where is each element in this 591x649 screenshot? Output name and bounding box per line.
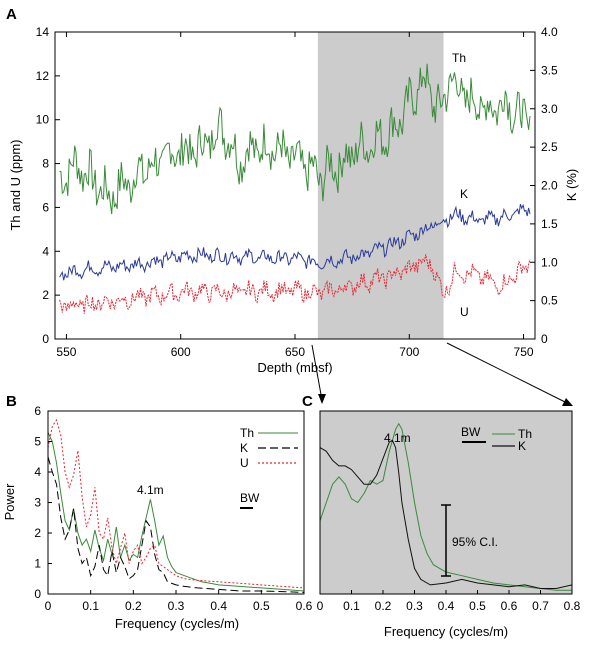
a-label-th: Th	[452, 51, 466, 65]
a-y-tick-label: 12	[36, 69, 50, 83]
c-x-tick-label: 0.2	[375, 599, 392, 613]
c-x-tick-label: 0.8	[564, 599, 581, 613]
b-y-tick-label: 1	[34, 557, 41, 571]
b-x-tick-label: 0.6	[296, 599, 313, 613]
panel-b-letter: B	[6, 393, 17, 410]
b-y-tick-label: 0	[34, 587, 41, 601]
a-y-tick-label: 2	[42, 288, 49, 302]
b-legend-k-label: K	[240, 441, 248, 455]
b-y-tick-label: 4	[34, 465, 41, 479]
c-bw-label: BW	[461, 425, 481, 439]
b-y-tick-label: 6	[34, 404, 41, 418]
a-y2-ticks: 0 0.5 1.0 1.5 2.0 2.5 3.0 3.5 4.0	[530, 25, 558, 346]
b-series-k-line	[47, 456, 305, 593]
c-series-th-line	[319, 422, 572, 591]
a-x-axis-label: Depth (mbsf)	[257, 360, 332, 375]
panel-c: C 0 0.1 0.2 0.3 0.4 0.5 0.6 0.7 0.8 Frequency (c…	[302, 393, 581, 639]
b-y-tick-label: 3	[34, 496, 41, 510]
a-y-tick-label: 4	[42, 244, 49, 258]
a-y-tick-label: 0	[42, 332, 49, 346]
a-x-tick-label: 600	[171, 345, 191, 359]
a-y2-tick-label: 4.0	[541, 25, 558, 39]
a-y2-tick-label: 3.0	[541, 102, 558, 116]
a-x-tick-label: 650	[285, 345, 305, 359]
a-y2-tick-label: 0	[541, 332, 548, 346]
c-legend-th-label: Th	[518, 427, 532, 441]
b-y-tick-label: 5	[34, 435, 41, 449]
c-x-tick-label: 0.1	[343, 599, 360, 613]
a-y2-axis-label: K (%)	[564, 169, 579, 202]
a-y-axis-label: Th and U (ppm)	[8, 139, 23, 230]
connector-left-arrowhead	[318, 394, 326, 404]
b-bw-label: BW	[240, 491, 260, 505]
a-x-tick-label: 700	[399, 345, 419, 359]
b-series-layer	[47, 418, 305, 593]
b-x-tick-label: 0.2	[125, 599, 142, 613]
c-series-k-line	[319, 439, 573, 589]
b-series-th-line	[47, 432, 305, 592]
b-x-tick-label: 0.5	[253, 599, 270, 613]
b-legend-u-label: U	[240, 456, 249, 470]
connector-left-line	[311, 344, 323, 401]
c-x-ticks: 0 0.1 0.2 0.3 0.4 0.5 0.6 0.7 0.8	[317, 590, 581, 613]
c-x-tick-label: 0.6	[501, 599, 518, 613]
panel-a-letter: A	[6, 6, 17, 23]
a-y2-tick-label: 0.5	[541, 294, 558, 308]
b-x-tick-label: 0.4	[210, 599, 227, 613]
panel-c-letter: C	[302, 393, 313, 410]
c-legend: Th K	[492, 427, 532, 453]
panel-a: A 550 600 650 700 750 0 2 4 6 8 10 12 14 0 0.5 1.0 1.5…	[6, 6, 579, 375]
b-x-axis-label: Frequency (cycles/m)	[115, 616, 239, 631]
a-series-th-line	[59, 63, 531, 215]
a-x-tick-label: 550	[56, 345, 76, 359]
b-x-ticks: 0 0.1 0.2 0.3 0.4 0.5 0.6	[45, 590, 313, 613]
c-ci-label: 95% C.I.	[452, 535, 498, 549]
c-peak-annotation: 4.1m	[384, 431, 411, 445]
c-legend-k-label: K	[518, 439, 526, 453]
a-y-tick-label: 14	[36, 25, 50, 39]
a-y2-tick-label: 1.0	[541, 255, 558, 269]
b-series-u-line	[47, 418, 305, 589]
a-label-k: K	[460, 187, 468, 201]
b-x-tick-label: 0.1	[82, 599, 99, 613]
c-x-axis-label: Frequency (cycles/m)	[384, 624, 508, 639]
panel-b: B 0 0.1 0.2 0.3 0.4 0.5 0.6 0 1 2 3 4 5 6 Frequency …	[2, 393, 313, 631]
b-y-tick-label: 2	[34, 526, 41, 540]
b-x-tick-label: 0	[45, 599, 52, 613]
c-x-tick-label: 0.7	[532, 599, 549, 613]
a-y2-tick-label: 2.0	[541, 179, 558, 193]
a-x-tick-label: 750	[514, 345, 534, 359]
b-plot-frame	[47, 410, 305, 595]
a-series-layer	[59, 63, 531, 314]
a-series-u-line	[59, 254, 531, 314]
a-y2-tick-label: 2.5	[541, 140, 558, 154]
c-series-layer	[319, 422, 573, 591]
b-peak-annotation: 4.1m	[137, 483, 164, 497]
c-confidence-interval: 95% C.I.	[441, 504, 498, 577]
b-x-tick-label: 0.3	[168, 599, 185, 613]
a-y2-tick-label: 1.5	[541, 217, 558, 231]
connector-arrows	[311, 342, 573, 406]
a-x-ticks: 550 600 650 700 750	[56, 32, 534, 359]
a-y-tick-label: 8	[42, 157, 49, 171]
b-y-axis-label: Power	[2, 483, 17, 521]
c-x-tick-label: 0	[317, 599, 324, 613]
b-legend-th-label: Th	[240, 426, 254, 440]
a-y-ticks: 0 2 4 6 8 10 12 14	[36, 25, 60, 346]
c-x-tick-label: 0.4	[438, 599, 455, 613]
b-y-ticks: 0 1 2 3 4 5 6	[34, 404, 52, 601]
a-y-tick-label: 6	[42, 200, 49, 214]
connector-right-line	[446, 342, 568, 404]
connector-right-arrowhead	[562, 398, 573, 406]
a-y-tick-label: 10	[36, 113, 50, 127]
a-series-k-line	[59, 203, 531, 281]
b-legend: Th K U	[240, 426, 298, 470]
c-x-tick-label: 0.5	[469, 599, 486, 613]
a-y2-tick-label: 3.5	[541, 63, 558, 77]
c-x-tick-label: 0.3	[406, 599, 423, 613]
a-label-u: U	[460, 305, 469, 319]
